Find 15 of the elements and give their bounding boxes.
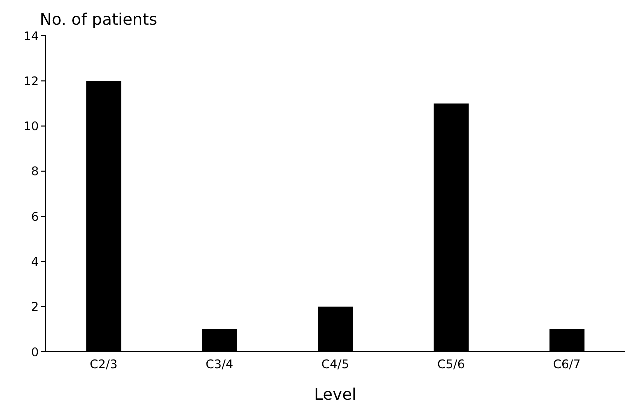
x-tick-label: C5/6: [437, 358, 466, 372]
y-tick-label: 0: [31, 345, 39, 360]
x-tick-label: C6/7: [553, 358, 581, 372]
y-tick-label: 14: [24, 29, 39, 44]
y-tick-label: 12: [24, 74, 39, 88]
y-tick-label: 6: [31, 210, 39, 224]
x-tick-label: C2/3: [90, 358, 118, 372]
y-tick-label: 2: [31, 300, 39, 314]
x-tick-label: C4/5: [322, 358, 350, 372]
x-axis-title: Level: [314, 385, 357, 404]
y-tick-label: 4: [31, 254, 39, 269]
y-tick-label: 10: [24, 120, 39, 134]
x-tick-label: C3/4: [206, 358, 234, 372]
y-tick-label: 8: [31, 164, 39, 179]
y-axis-title: No. of patients: [40, 10, 158, 29]
